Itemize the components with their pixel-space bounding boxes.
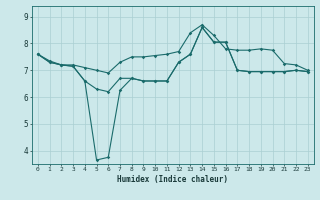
X-axis label: Humidex (Indice chaleur): Humidex (Indice chaleur) <box>117 175 228 184</box>
